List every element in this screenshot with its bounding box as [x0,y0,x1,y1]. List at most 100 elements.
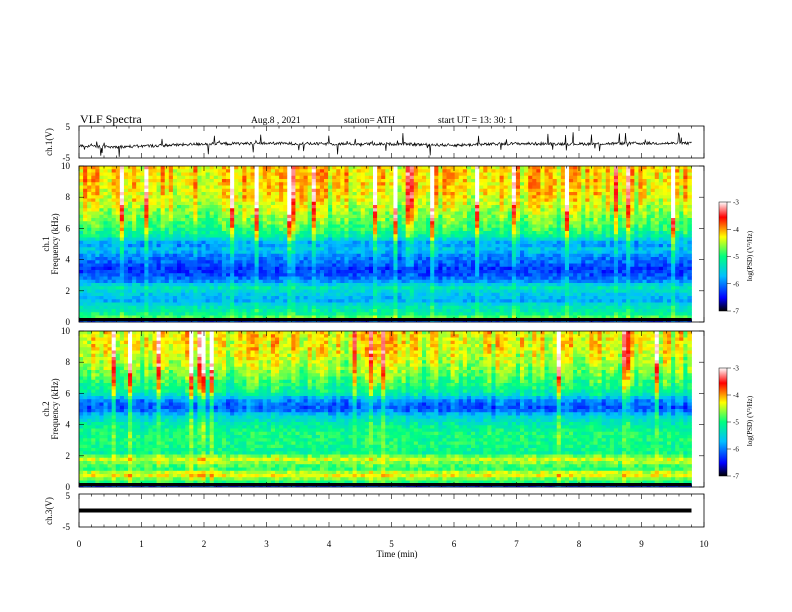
spectrogram-cell [466,227,472,232]
spectrogram-cell [585,198,590,203]
spectrogram-cell [213,237,219,242]
spectrogram-cell [128,192,133,196]
spectrogram-cell [450,188,456,193]
spectrogram-cell [569,205,574,209]
spectrogram-cell [262,201,268,206]
spectrogram-cell [491,169,496,173]
spectrogram-cell [491,253,496,258]
spectrogram-cell [532,182,537,186]
spectrogram-cell [344,221,349,225]
spectrogram-cell [181,244,186,248]
spectrogram-cell [348,208,353,212]
spectrogram-cell [160,257,166,261]
spectrogram-cell [262,227,268,232]
spectrogram-cell [311,166,317,170]
spectrogram-cell [450,172,456,177]
spectrogram-cell [540,224,545,229]
spectrogram-cell [242,263,247,268]
spectrogram-cell [352,237,358,242]
spectrogram-cell [495,169,500,173]
spectrogram-cell [234,208,239,212]
spectrogram-cell [270,260,276,264]
spectrogram-cell [667,218,672,222]
spectrogram-cell [532,224,537,229]
spectrogram-cell [189,195,194,199]
spectrogram-cell [144,175,149,180]
spectrogram-cell [605,201,611,206]
spectrogram-cell [79,172,84,177]
spectrogram-cell [454,201,460,206]
spectrogram-cell [393,195,398,199]
spectrogram-cell [658,257,664,261]
spectrogram-cell [172,231,178,235]
spectrogram-cell [654,205,660,209]
spectrogram-cell [540,240,545,245]
spectrogram-cell [254,179,260,183]
spectrogram-cell [91,218,96,222]
spectrogram-cell [671,198,676,203]
spectrogram-cell [193,179,198,183]
spectrogram-cell [132,260,137,264]
spectrogram-cell [315,237,321,242]
spectrogram-cell [544,240,549,245]
spectrogram-cell [569,214,574,219]
spectrogram-cell [667,205,672,209]
spectrogram-cell [160,218,166,222]
spectrogram-cell [262,253,268,258]
spectrogram-cell [340,172,345,177]
spectrogram-cell [234,244,239,248]
spectrogram-cell [221,231,227,235]
spectrogram-cell [560,172,566,177]
spectrogram-cell [344,237,349,242]
spectrogram-cell [168,234,174,238]
spectrogram-cell [230,266,235,271]
spectrogram-cell [181,266,186,271]
spectrogram-cell [569,182,574,186]
spectrogram-cell [528,218,533,222]
spectrogram-cell [646,224,652,229]
spectrogram-cell [679,244,684,248]
spectrogram-cell [426,231,431,235]
spectrogram-cell [91,201,96,206]
spectrogram-cell [642,247,647,251]
spectrogram-cell [638,221,643,225]
spectrogram-cell [319,234,325,238]
spectrogram-cell [123,221,129,225]
spectrogram-cell [83,221,88,225]
spectrogram-cell [258,263,264,268]
spectrogram-cell [446,218,451,222]
spectrogram-cell [585,257,590,261]
spectrogram-cell [499,195,505,199]
spectrogram-cell [315,250,321,255]
spectrogram-cell [246,247,251,251]
spectrogram-cell [483,208,488,212]
spectrogram-cell [185,263,190,268]
spectrogram-cell [217,214,223,219]
spectrogram-cell [213,192,219,196]
spectrogram-cell [634,253,639,258]
spectrogram-cell [630,192,635,196]
spectrogram-cell [589,253,594,258]
spectrogram-cell [613,240,619,245]
spectrogram-cell [250,198,255,203]
spectrogram-cell [107,175,113,180]
spectrogram-cell [303,263,309,268]
spectrogram-cell [283,192,288,196]
spectrogram-cell [87,195,92,199]
spectrogram-cell [193,260,198,264]
spectrogram-cell [160,211,166,216]
spectrogram-cell [213,266,219,271]
spectrogram-cell [242,260,247,264]
spectrogram-cell [291,263,296,268]
spectrogram-cell [119,205,125,209]
spectrogram-cell [364,237,370,242]
spectrogram-cell [119,175,125,180]
spectrogram-cell [352,195,358,199]
spectrogram-cell [434,227,439,232]
spectrogram-cell [221,234,227,238]
spectrogram-cell [213,172,219,177]
spectrogram-cell [328,188,333,193]
spectrogram-cell [164,175,170,180]
spectrogram-cell [246,211,251,216]
spectrogram-cell [569,247,574,251]
